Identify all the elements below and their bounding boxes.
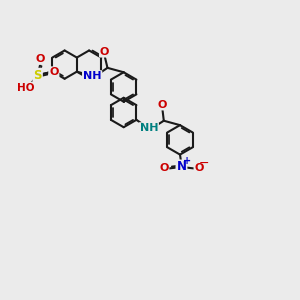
Text: N: N — [176, 160, 187, 173]
Text: +: + — [183, 156, 191, 166]
Text: O: O — [49, 67, 58, 77]
Text: O: O — [36, 54, 45, 64]
Text: O: O — [159, 164, 169, 173]
Text: NH: NH — [140, 123, 158, 133]
Text: S: S — [33, 69, 42, 82]
Text: HO: HO — [16, 82, 34, 93]
Text: NH: NH — [83, 71, 101, 81]
Text: O: O — [100, 47, 109, 57]
Text: O: O — [158, 100, 167, 110]
Text: −: − — [199, 157, 209, 170]
Text: O: O — [194, 164, 204, 173]
